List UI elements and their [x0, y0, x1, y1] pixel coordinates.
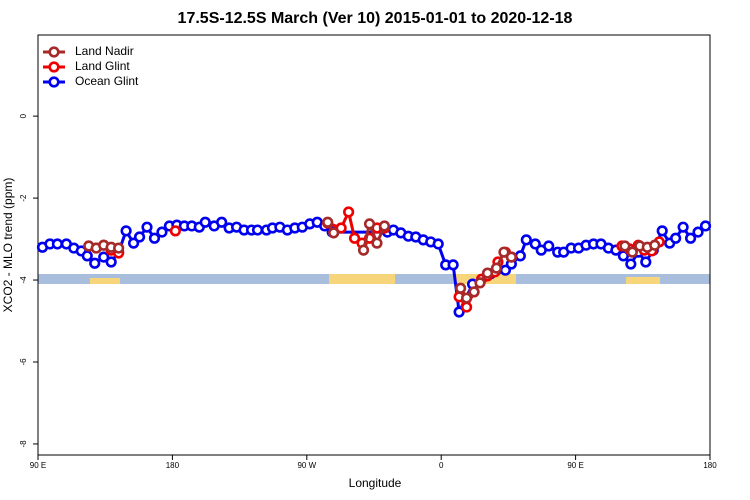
data-point: [89, 257, 101, 269]
data-point: [51, 238, 64, 250]
data-point: [626, 246, 638, 258]
y-tick-label: 0: [19, 113, 28, 118]
data-point: [335, 222, 347, 234]
data-point: [684, 232, 697, 244]
land-mask: [38, 274, 710, 284]
data-point: [322, 216, 334, 228]
data-point: [692, 226, 704, 238]
data-point: [216, 216, 228, 228]
x-tick-label: 180: [703, 461, 717, 470]
data-point: [169, 225, 181, 237]
data-point: [343, 206, 355, 218]
x-tick-label: 90 E: [567, 461, 583, 470]
y-tick-label: -4: [19, 276, 28, 284]
data-point: [199, 216, 211, 228]
data-point: [81, 250, 93, 262]
legend-label: Land Glint: [75, 59, 130, 73]
data-point: [617, 250, 629, 262]
data-point: [468, 286, 480, 298]
data-point: [133, 231, 146, 243]
data-point: [481, 267, 494, 279]
data-point: [378, 220, 391, 232]
x-tick-label: 90 W: [297, 461, 316, 470]
x-tick-label: 90 E: [30, 461, 46, 470]
data-point: [677, 221, 689, 233]
data-point: [490, 262, 503, 274]
data-point: [148, 232, 161, 244]
data-point: [371, 237, 383, 249]
x-tick-label: 180: [166, 461, 180, 470]
legend-marker: [48, 61, 60, 73]
data-point: [474, 277, 486, 289]
data-point: [460, 301, 473, 313]
data-point: [640, 256, 652, 268]
data-point: [460, 292, 473, 304]
y-tick-label: -8: [19, 440, 28, 448]
data-point: [357, 244, 370, 256]
data-point: [625, 258, 637, 270]
data-point: [455, 282, 467, 294]
data-point: [514, 250, 526, 262]
data-point: [432, 238, 444, 250]
data-point: [363, 218, 376, 230]
data-point: [156, 226, 168, 238]
legend-marker: [48, 76, 60, 88]
data-point: [543, 240, 555, 252]
data-point: [619, 240, 631, 252]
data-point: [670, 232, 682, 244]
data-point: [453, 306, 465, 318]
data-point: [649, 239, 661, 251]
y-tick-label: -6: [19, 358, 28, 366]
data-point: [348, 232, 361, 244]
legend-marker: [48, 46, 60, 58]
y-axis-label: XCO2 - MLO trend (ppm): [1, 178, 15, 313]
data-point: [251, 224, 264, 236]
series: [83, 216, 661, 304]
data-point: [141, 221, 153, 233]
data-point: [105, 256, 117, 268]
chart-title: 17.5S-12.5S March (Ver 10) 2015-01-01 to…: [178, 10, 573, 27]
data-point: [113, 242, 125, 254]
data-point: [498, 246, 510, 258]
data-point: [699, 220, 712, 232]
data-point: [98, 251, 110, 263]
legend-label: Ocean Glint: [75, 74, 139, 88]
data-point: [520, 234, 532, 246]
legend-label: Land Nadir: [75, 44, 134, 58]
x-axis-label: Longitude: [349, 476, 402, 490]
data-point: [447, 259, 459, 271]
data-point: [505, 251, 517, 263]
data-point: [328, 227, 340, 239]
data-point: [120, 225, 132, 237]
data-point: [656, 225, 668, 237]
x-tick-label: 0: [439, 461, 444, 470]
y-tick-label: -2: [19, 194, 28, 202]
